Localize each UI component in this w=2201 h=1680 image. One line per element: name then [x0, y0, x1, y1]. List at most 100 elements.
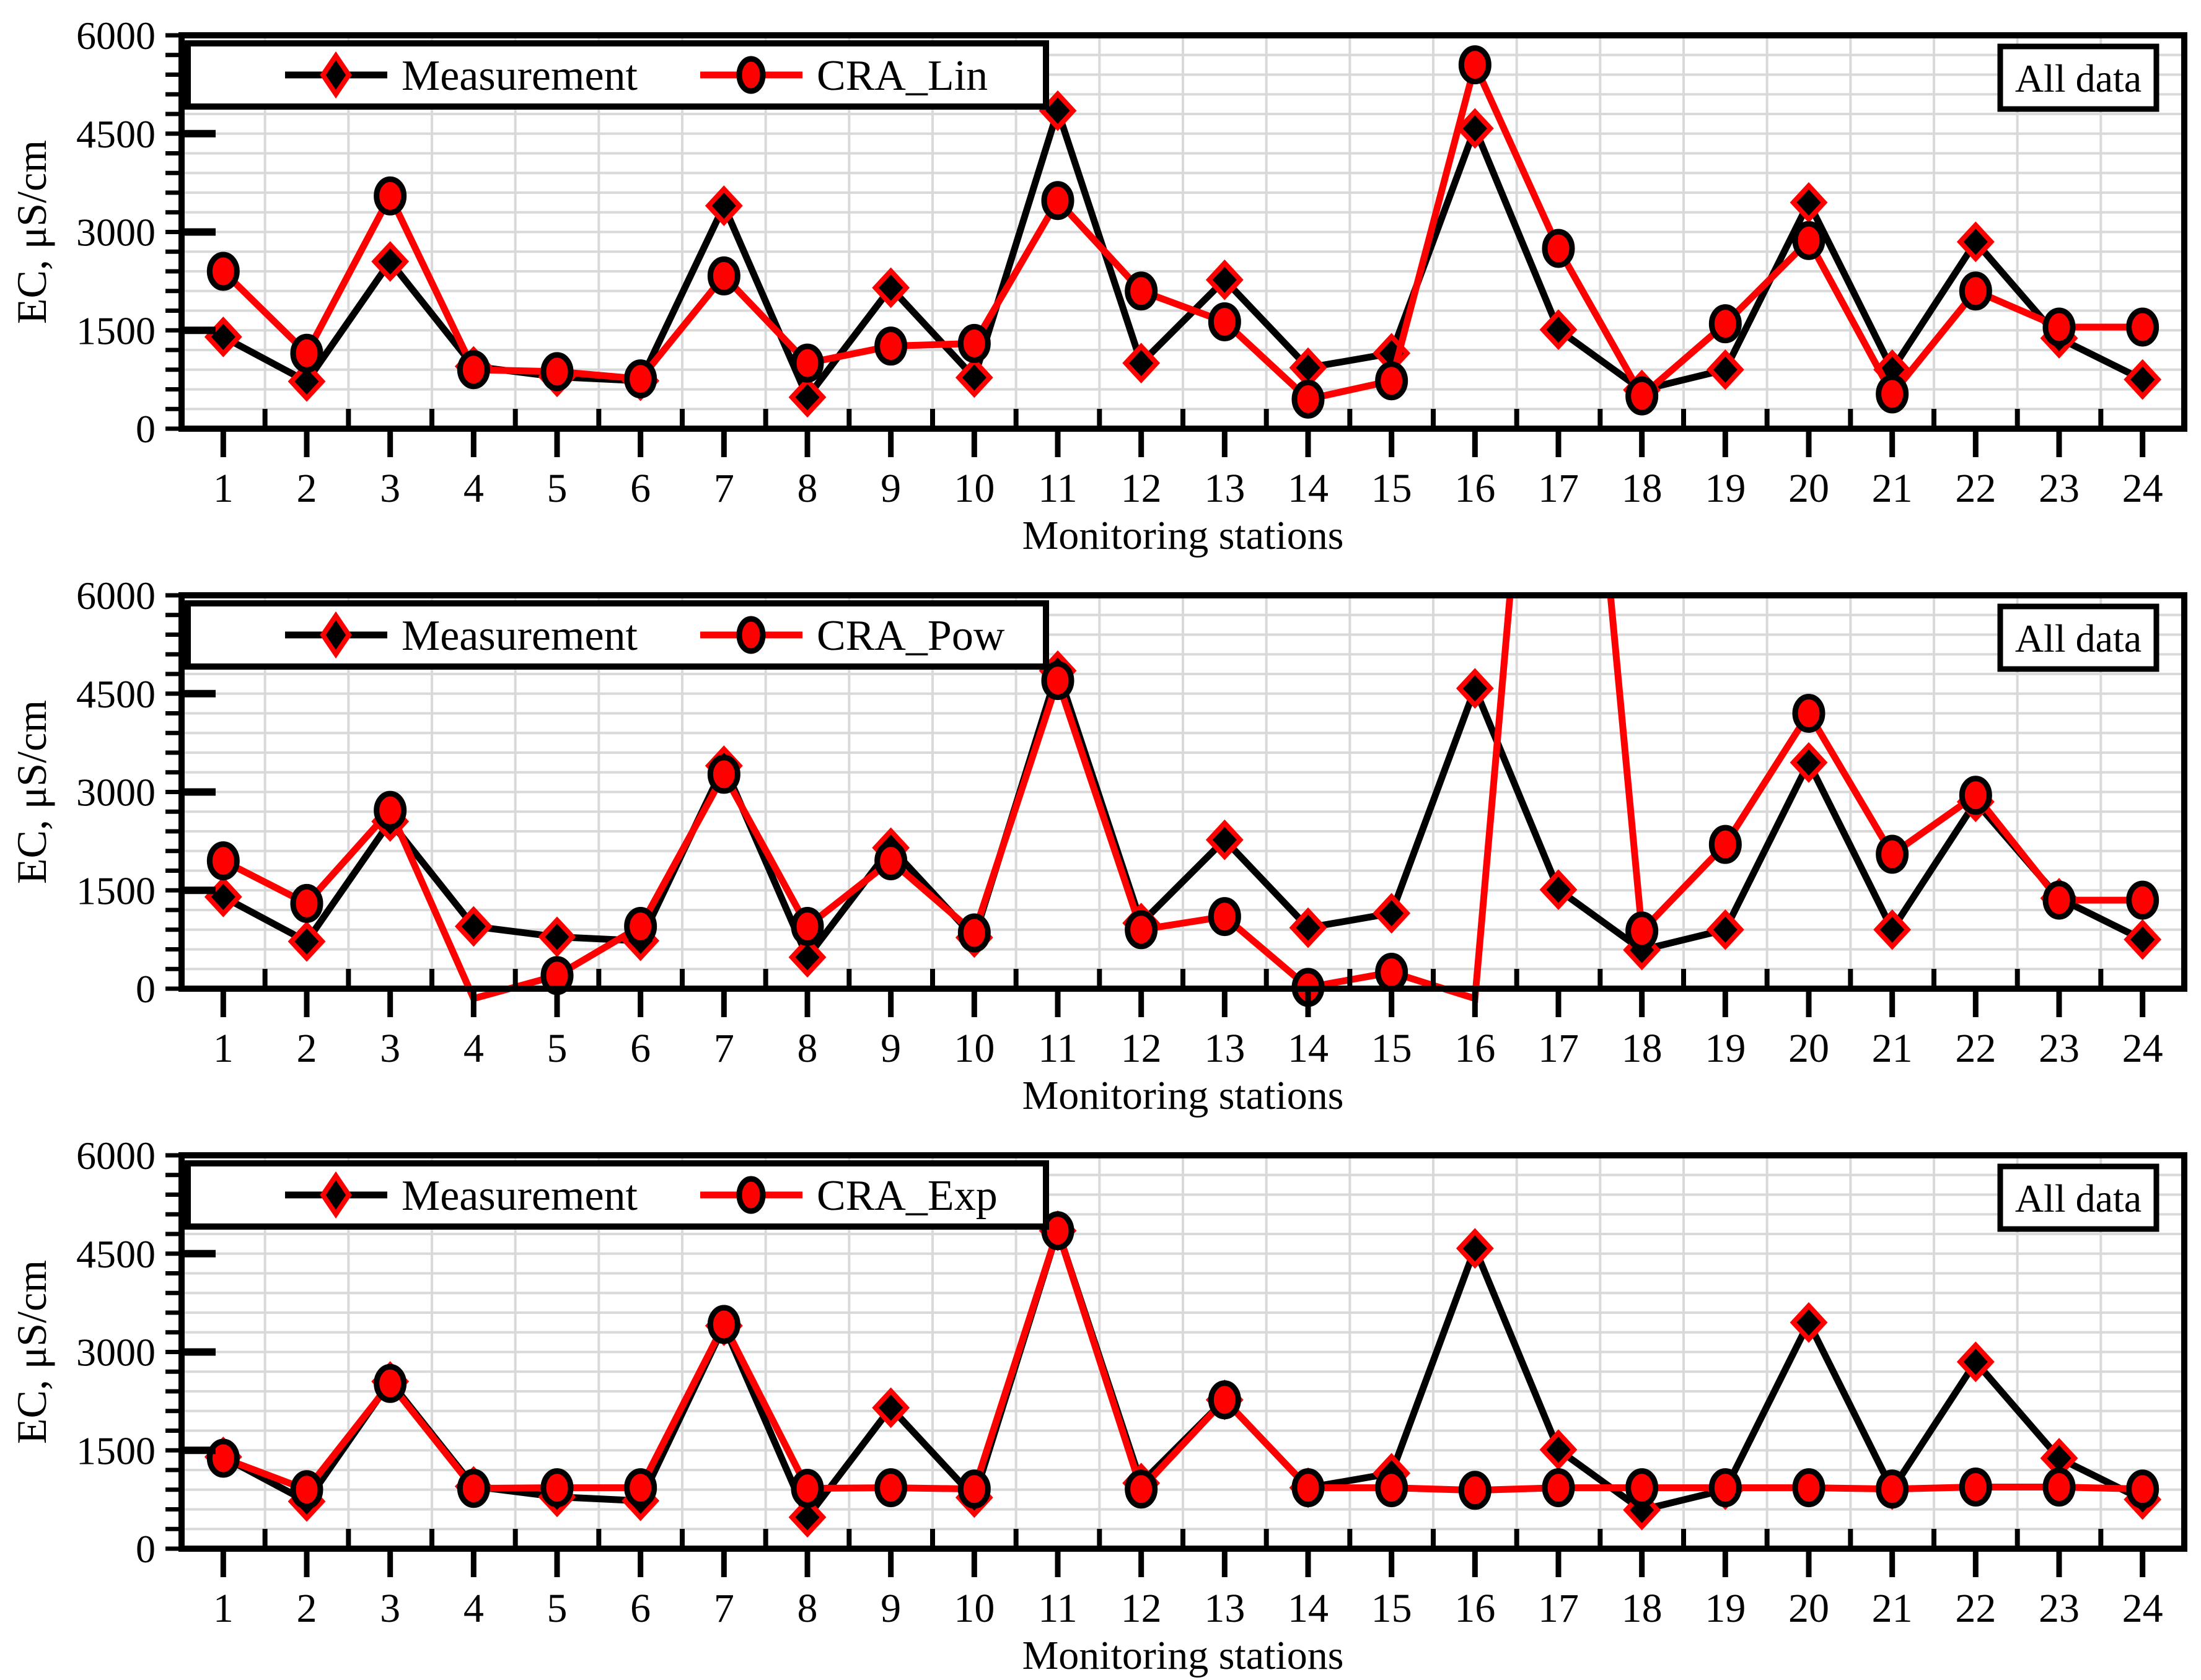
- all-data-box: [1997, 1163, 2159, 1232]
- x-tick-label: 20: [1788, 1026, 1829, 1071]
- data-point-circle: [374, 176, 407, 216]
- x-tick-label: 6: [630, 1026, 651, 1071]
- legend-marker-circle-icon: [736, 56, 766, 94]
- x-tick-label: 16: [1454, 1026, 1495, 1071]
- x-tick-label: 23: [2039, 466, 2080, 511]
- data-point-circle: [1208, 897, 1241, 937]
- legend-marker-diamond-icon: [320, 611, 352, 659]
- y-tick-label: 6000: [76, 14, 156, 58]
- x-tick-label: 11: [1038, 466, 1078, 511]
- data-point-circle: [1458, 1471, 1491, 1510]
- data-point-circle: [540, 352, 574, 392]
- data-point-circle: [1542, 1468, 1575, 1508]
- data-point-circle: [540, 1468, 574, 1508]
- data-point-circle: [957, 1469, 991, 1509]
- x-tick-label: 6: [630, 466, 651, 511]
- data-point-diamond: [454, 906, 493, 947]
- data-point-circle: [2126, 1469, 2159, 1509]
- x-tick-label: 18: [1622, 466, 1663, 511]
- legend-item-measurement: Measurement: [285, 611, 638, 660]
- data-point-circle: [1625, 911, 1659, 951]
- data-point-circle: [1542, 229, 1575, 268]
- all-data-badge: All data: [1997, 1163, 2159, 1232]
- data-point-circle: [1291, 379, 1325, 419]
- data-point-circle: [1876, 834, 1909, 874]
- legend-marker-circle-icon: [736, 1176, 766, 1214]
- chart-panel-1: 0 1500 3000 4500 6000 1 2 3 4 5 6 7 8 9 10 11 12 13 14 15 16…: [0, 0, 2201, 560]
- data-point-diamond: [1956, 1341, 1995, 1383]
- x-tick-label: 9: [881, 466, 901, 511]
- all-data-badge: All data: [1997, 603, 2159, 672]
- x-axis: 1 2 3 4 5 6 7 8 9 10 11 12 13 14 15 16 17 18 19 20 21 22 23 24: [213, 1529, 2163, 1631]
- data-point-diamond: [204, 316, 242, 357]
- x-tick-label: 11: [1038, 1586, 1078, 1631]
- data-point-circle: [707, 256, 740, 295]
- all-data-label: All data: [2015, 616, 2142, 660]
- data-point-diamond: [1790, 1302, 1828, 1343]
- data-point-circle: [1125, 271, 1158, 311]
- data-point-circle: [1876, 1469, 1909, 1509]
- data-point-diamond: [371, 241, 410, 282]
- x-tick-label: 12: [1121, 1026, 1162, 1071]
- x-tick-label: 2: [297, 1586, 317, 1631]
- data-point-circle: [624, 906, 657, 946]
- data-point-circle: [1291, 1468, 1325, 1508]
- data-point-diamond: [1289, 907, 1327, 948]
- x-tick-label: 7: [714, 466, 734, 511]
- series-cra_lin: [206, 45, 2159, 419]
- legend-marker-diamond-icon: [320, 51, 352, 99]
- data-point-circle: [206, 1438, 240, 1478]
- data-point-diamond: [1706, 349, 1744, 390]
- data-point-circle: [791, 906, 824, 946]
- chart-panel-3: 0 1500 3000 4500 6000 1 2 3 4 5 6 7 8 9 10 11 12 13 14 15 16…: [0, 1120, 2201, 1680]
- legend: Measurement CRA_Exp: [185, 1160, 1049, 1230]
- x-tick-label: 3: [380, 1026, 400, 1071]
- data-point-circle: [374, 1363, 407, 1403]
- x-tick-label: 16: [1454, 1586, 1495, 1631]
- data-point-diamond: [872, 267, 910, 308]
- y-tick-label: 6000: [76, 574, 156, 618]
- data-point-diamond: [538, 916, 576, 958]
- x-tick-label: 3: [380, 466, 400, 511]
- y-tick-label: 0: [136, 967, 156, 1011]
- x-tick-label: 24: [2122, 466, 2163, 511]
- legend-marker-diamond-icon: [320, 1171, 352, 1219]
- data-point-circle: [1792, 694, 1825, 733]
- data-point-diamond: [788, 1497, 827, 1538]
- x-tick-label: 15: [1371, 1026, 1412, 1071]
- data-point-diamond: [1873, 909, 1912, 950]
- x-tick-label: 20: [1788, 466, 1829, 511]
- x-axis: 1 2 3 4 5 6 7 8 9 10 11 12 13 14 15 16 17 18 19 20 21 22 23 24: [213, 409, 2163, 511]
- x-tick-label: 17: [1538, 466, 1579, 511]
- data-point-circle: [707, 755, 740, 794]
- data-point-circle: [957, 913, 991, 953]
- data-point-diamond: [204, 876, 242, 917]
- x-tick-label: 2: [297, 466, 317, 511]
- y-tick-label: 1500: [76, 308, 156, 352]
- data-point-circle: [1041, 1211, 1074, 1251]
- x-tick-label: 1: [213, 466, 234, 511]
- data-point-diamond: [1539, 1429, 1578, 1471]
- data-point-circle: [290, 333, 323, 373]
- data-point-diamond: [1790, 742, 1828, 783]
- legend-item-cra_pow: CRA_Pow: [700, 612, 1005, 660]
- x-tick-label: 5: [547, 466, 568, 511]
- data-point-circle: [1041, 661, 1074, 701]
- y-tick-label: 3000: [76, 211, 156, 255]
- y-tick-label: 3000: [76, 1331, 156, 1375]
- data-point-circle: [874, 1468, 908, 1508]
- data-point-diamond: [705, 185, 743, 227]
- x-axis: 1 2 3 4 5 6 7 8 9 10 11 12 13 14 15 16 17 18 19 20 21 22 23 24: [213, 969, 2163, 1071]
- x-tick-label: 10: [954, 1026, 995, 1071]
- data-point-diamond: [788, 937, 827, 978]
- legend-item-measurement: Measurement: [285, 1171, 638, 1220]
- data-point-circle: [1041, 181, 1074, 221]
- data-point-circle: [206, 252, 240, 291]
- y-tick-label: 4500: [76, 672, 156, 716]
- x-tick-label: 8: [797, 466, 818, 511]
- x-tick-label: 14: [1288, 466, 1329, 511]
- all-data-box: [1997, 603, 2159, 672]
- y-axis-title: EC, μS/cm: [8, 700, 55, 884]
- x-axis-title: Monitoring stations: [1022, 513, 1344, 558]
